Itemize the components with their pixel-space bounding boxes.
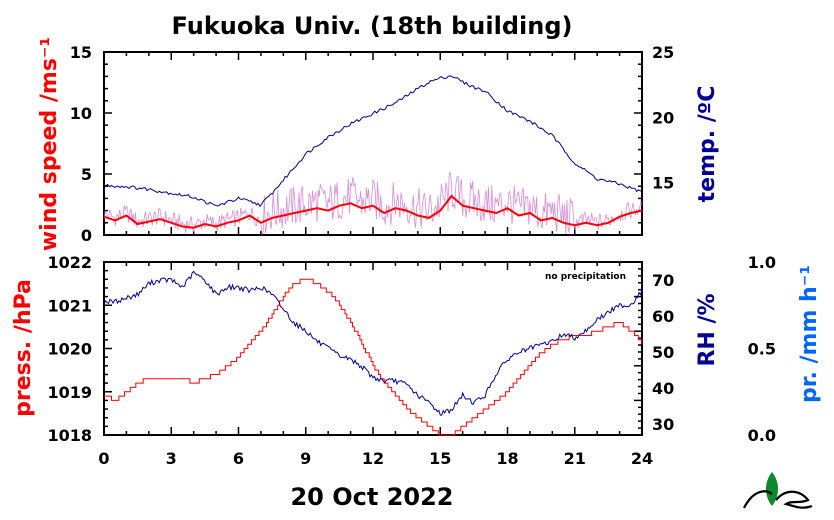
rh-tick-label: 40 (652, 379, 674, 398)
wind-axis-title: wind speed /ms⁻¹ (37, 37, 62, 251)
logo (743, 472, 813, 509)
precip-tick-label: 0.0 (748, 426, 776, 445)
x-tick-label: 24 (631, 449, 653, 468)
top-panel-tick-labels: 0 5 10 15 15 20 25 (70, 43, 675, 245)
x-tick-label: 9 (300, 449, 311, 468)
chart-title: Fukuoka Univ. (18th building) (172, 12, 573, 40)
top-panel: 0 5 10 15 15 20 25 wind speed /ms⁻¹ temp. /ºC (37, 37, 720, 251)
top-panel-series (103, 75, 643, 236)
x-tick-label: 12 (362, 449, 384, 468)
x-tick-label: 0 (98, 449, 109, 468)
temp-tick-label: 15 (652, 174, 674, 193)
precip-tick-label: 0.5 (748, 340, 776, 359)
temp-tick-label: 25 (652, 43, 674, 62)
wind-tick-label: 0 (81, 226, 92, 245)
date-label: 20 Oct 2022 (290, 483, 453, 511)
x-tick-label: 6 (233, 449, 244, 468)
pressure-tick-label: 1022 (47, 253, 92, 272)
wind-tick-label: 5 (81, 165, 92, 184)
pressure-tick-label: 1018 (47, 426, 92, 445)
x-tick-label: 3 (166, 449, 177, 468)
bottom-panel-series (103, 270, 643, 436)
wind-tick-label: 15 (70, 43, 92, 62)
rh-tick-label: 70 (652, 271, 674, 290)
x-tick-label: 15 (429, 449, 451, 468)
x-tick-label: 18 (496, 449, 518, 468)
bottom-panel-frame (103, 261, 643, 436)
temp-axis-title: temp. /ºC (695, 86, 720, 203)
bottom-panel-tick-labels: 1018 1019 1020 1021 1022 30 40 50 60 70 0.0 0.5 1.0 0… (47, 253, 776, 468)
temperature-line (103, 75, 643, 208)
pressure-line (104, 278, 643, 436)
pressure-tick-label: 1021 (47, 296, 92, 315)
rh-tick-label: 50 (652, 343, 674, 362)
rh-axis-title: RH /% (695, 293, 720, 366)
pressure-tick-label: 1019 (47, 383, 92, 402)
precip-tick-label: 1.0 (748, 253, 776, 272)
bottom-panel: 1018 1019 1020 1021 1022 30 40 50 60 70 0.0 0.5 1.0 0… (11, 253, 822, 468)
pressure-axis-title: press. /hPa (11, 279, 36, 417)
rh-tick-label: 30 (652, 415, 674, 434)
temp-tick-label: 20 (652, 108, 674, 127)
top-panel-ticks (103, 51, 643, 236)
bottom-panel-ticks (103, 261, 643, 436)
humidity-line (103, 270, 643, 416)
wind-tick-label: 10 (70, 104, 92, 123)
logo-swoosh-icon (743, 490, 813, 509)
no-precipitation-note: no precipitation (545, 272, 626, 282)
rh-tick-label: 60 (652, 307, 674, 326)
x-tick-label: 21 (564, 449, 586, 468)
logo-leaf-icon (766, 472, 778, 506)
precip-axis-title: pr. /mm h⁻¹ (797, 265, 822, 403)
pressure-tick-label: 1020 (47, 340, 92, 359)
wind-mean-line (103, 194, 643, 229)
top-panel-frame (103, 51, 643, 236)
wind-raw-line (103, 171, 643, 236)
